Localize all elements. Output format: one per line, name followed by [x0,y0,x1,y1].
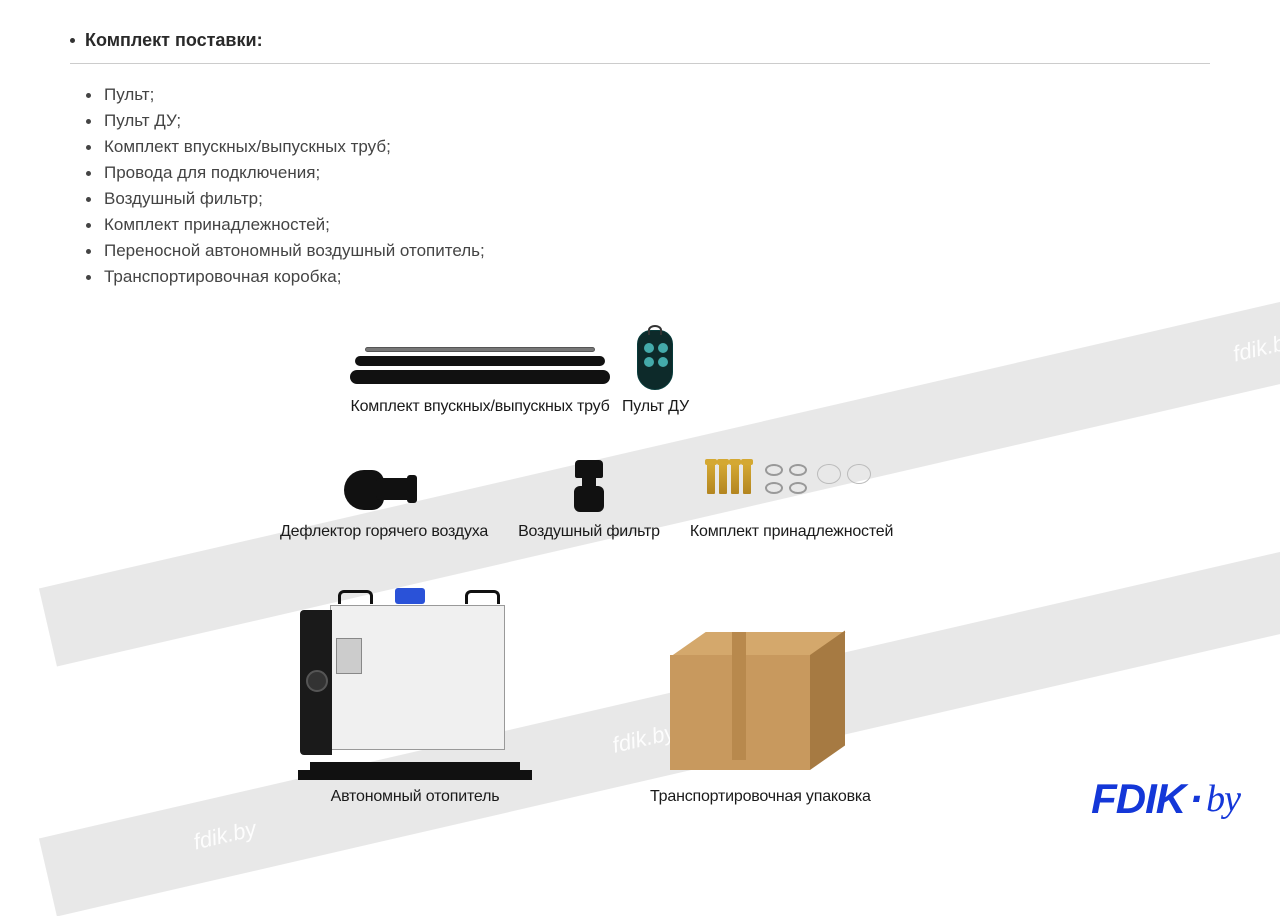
filter-component: Воздушный фильтр [518,460,660,541]
list-item: Комплект впускных/выпускных труб; [86,134,1210,160]
box-label: Транспортировочная упаковка [650,788,871,806]
watermark-text: fdik.by [191,816,259,856]
watermark-text: fdik.by [1230,328,1280,368]
list-item: Комплект принадлежностей; [86,212,1210,238]
remote-component: Пульт ДУ [622,330,689,416]
heater-icon [300,580,530,780]
components-diagram: fdik.by fdik.by fdik.by Комплект впускны… [150,330,1130,820]
list-item: Провода для подключения; [86,160,1210,186]
accessories-icon [707,460,877,515]
deflector-icon [344,460,424,515]
package-list: Пульт; Пульт ДУ; Комплект впускных/выпус… [86,82,1210,290]
box-icon [670,620,850,770]
logo-dot: · [1189,775,1202,823]
list-item: Воздушный фильтр; [86,186,1210,212]
tubes-label: Комплект впускных/выпускных труб [350,398,609,416]
section-heading: Комплект поставки: [85,30,263,51]
brand-logo: FDIK · by [1091,775,1240,823]
heater-component: Автономный отопитель [300,580,530,806]
heater-label: Автономный отопитель [331,788,500,806]
bullet-icon [70,38,75,43]
list-item: Пульт ДУ; [86,108,1210,134]
remote-icon [637,330,673,390]
tubes-icon [350,340,610,390]
accessories-component: Комплект принадлежностей [690,460,893,541]
remote-label: Пульт ДУ [622,398,689,416]
accessories-label: Комплект принадлежностей [690,523,893,541]
tubes-component: Комплект впускных/выпускных труб [350,340,610,416]
logo-main: FDIK [1091,775,1185,823]
section-heading-row: Комплект поставки: [70,30,1210,64]
list-item: Переносной автономный воздушный отопител… [86,238,1210,264]
list-item: Пульт; [86,82,1210,108]
deflector-label: Дефлектор горячего воздуха [280,523,488,541]
deflector-component: Дефлектор горячего воздуха [280,460,488,541]
filter-label: Воздушный фильтр [518,523,660,541]
filter-icon [571,460,607,515]
logo-by: by [1206,777,1240,821]
list-item: Транспортировочная коробка; [86,264,1210,290]
box-component: Транспортировочная упаковка [650,620,871,806]
